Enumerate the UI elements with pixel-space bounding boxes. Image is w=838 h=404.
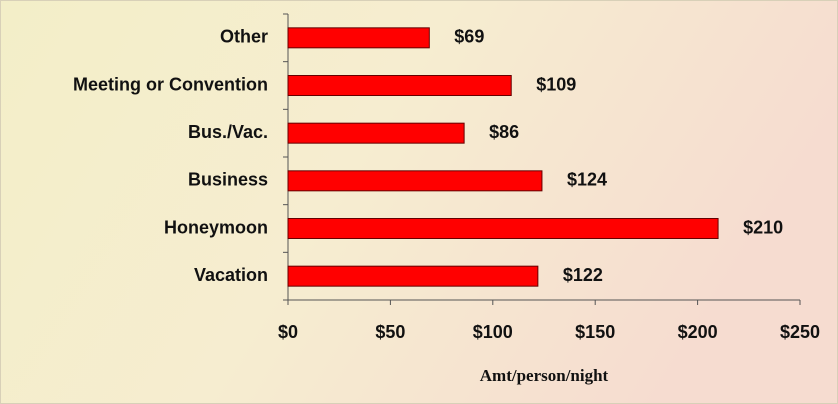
x-tick-label: $200 bbox=[678, 322, 718, 342]
x-tick-label: $150 bbox=[575, 322, 615, 342]
value-label: $124 bbox=[567, 170, 607, 190]
bar bbox=[287, 218, 719, 239]
y-tick-label: Honeymoon bbox=[164, 217, 268, 237]
value-label: $109 bbox=[536, 74, 576, 94]
value-label: $122 bbox=[563, 265, 603, 285]
x-tick-label: $0 bbox=[278, 322, 298, 342]
y-tick-label: Vacation bbox=[194, 265, 268, 285]
x-tick-label: $50 bbox=[375, 322, 405, 342]
value-label: $69 bbox=[454, 27, 484, 47]
bar bbox=[287, 170, 543, 192]
y-tick-label: Meeting or Convention bbox=[73, 74, 268, 94]
value-label: $210 bbox=[743, 217, 783, 237]
value-label: $86 bbox=[489, 122, 519, 142]
bar bbox=[287, 75, 512, 96]
y-tick-label: Business bbox=[188, 170, 268, 190]
x-tick-label: $250 bbox=[780, 322, 820, 342]
x-tick-label: $100 bbox=[473, 322, 513, 342]
y-tick-label: Bus./Vac. bbox=[188, 122, 268, 142]
y-tick-label: Other bbox=[220, 27, 268, 47]
bar bbox=[287, 122, 465, 144]
x-axis-label: Amt/person/night bbox=[480, 366, 609, 385]
bar bbox=[287, 265, 539, 287]
bar bbox=[287, 27, 430, 49]
